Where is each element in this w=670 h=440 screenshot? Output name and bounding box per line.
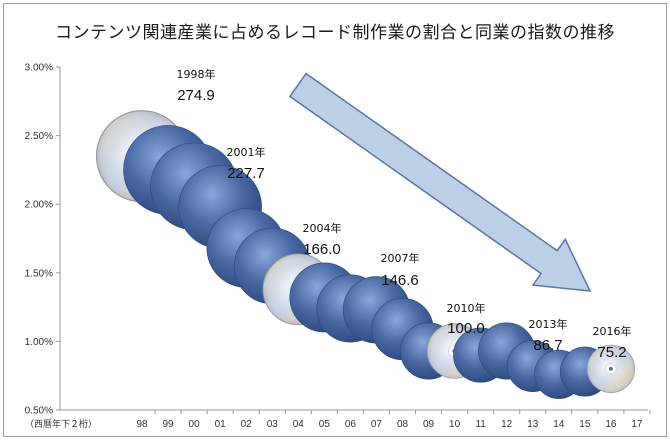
bubbles-layer: [95, 110, 636, 399]
x-tick-label: 12: [501, 419, 513, 430]
x-tick-label: 11: [475, 419, 486, 430]
annotation-year: 2001年: [227, 145, 266, 159]
y-tick-label: 1.50%: [25, 268, 53, 279]
annotation-year: 2007年: [381, 251, 420, 265]
y-tick-label: 1.00%: [25, 337, 53, 348]
annotation-value: 227.7: [227, 165, 265, 182]
x-tick-label: 08: [397, 419, 409, 430]
annotation-value: 274.9: [177, 87, 215, 104]
x-tick-label: 17: [631, 419, 643, 430]
chart-title: コンテンツ関連産業に占めるレコード制作業の割合と同業の指数の推移: [55, 23, 615, 43]
annotation-year: 2010年: [447, 301, 486, 315]
x-tick-label: 05: [319, 419, 331, 430]
x-tick-label: 03: [267, 419, 279, 430]
x-tick-label: 98: [136, 419, 148, 430]
x-tick-label: 02: [241, 419, 253, 430]
axes-layer: 0.50% 1.00% 1.50% 2.00% 2.50% 3.00% 98 99 00 01 02…: [25, 63, 651, 430]
x-tick-label: 00: [189, 419, 201, 430]
x-tick-label: 04: [293, 419, 305, 430]
annotation-value: 166.0: [303, 241, 341, 258]
labels-layer: 1998年 274.9 2001年 227.7 2004年 166.0 2007年 146.6…: [177, 67, 632, 361]
cd-disc-hole: [608, 366, 613, 371]
trend-arrow: [288, 72, 592, 292]
y-tick-label: 2.50%: [25, 131, 53, 142]
annotation-year: 2016年: [593, 324, 632, 338]
x-tick-label: 01: [215, 419, 227, 430]
cd-disc-icon: [586, 344, 636, 393]
x-axis-note: （西暦年下２桁）: [25, 418, 97, 430]
chart-frame: コンテンツ関連産業に占めるレコード制作業の割合と同業の指数の推移: [3, 3, 667, 437]
annotation-year: 2004年: [303, 221, 342, 235]
y-tick-label: 2.00%: [25, 200, 53, 211]
x-tick-label: 14: [553, 419, 565, 430]
y-tick-label: 0.50%: [25, 406, 53, 417]
x-tick-label: 99: [162, 419, 174, 430]
annotation-value: 146.6: [381, 272, 419, 289]
x-tick-label: 07: [371, 419, 383, 430]
x-tick-label: 10: [449, 419, 461, 430]
x-tick-label: 13: [527, 419, 539, 430]
x-tick-label: 06: [345, 419, 357, 430]
annotation-year: 1998年: [177, 67, 216, 81]
x-tick-label: 16: [605, 419, 617, 430]
annotation-value: 100.0: [447, 320, 485, 337]
annotation-year: 2013年: [529, 317, 568, 331]
x-tick-label: 09: [423, 419, 435, 430]
x-tick-label: 15: [579, 419, 591, 430]
annotation-value: 86.7: [533, 337, 562, 354]
y-tick-label: 3.00%: [25, 63, 53, 74]
trend-arrow-layer: [288, 72, 592, 292]
annotation-value: 75.2: [597, 344, 626, 361]
